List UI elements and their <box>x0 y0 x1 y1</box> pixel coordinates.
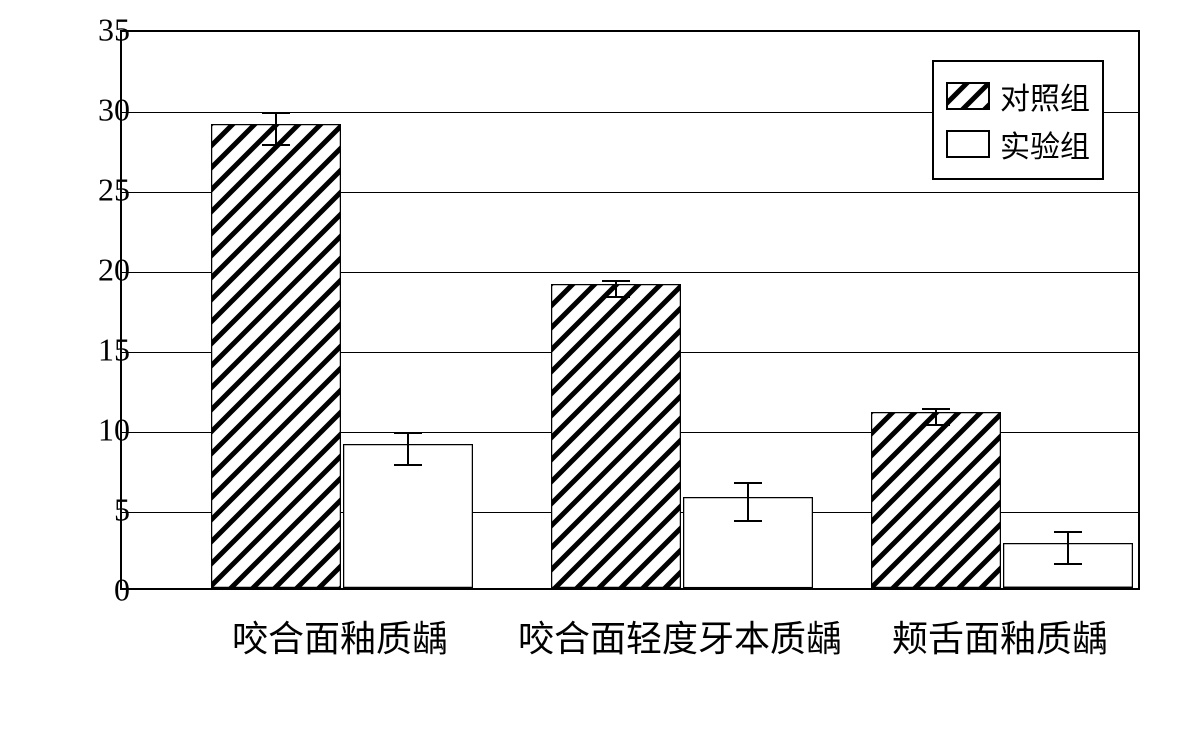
error-cap <box>1054 531 1082 533</box>
y-tick-label: 15 <box>80 332 130 369</box>
legend-swatch-white <box>946 130 990 158</box>
bar-control <box>551 284 681 588</box>
y-tick-label: 5 <box>80 492 130 529</box>
error-cap <box>734 520 762 522</box>
y-tick-label: 30 <box>80 92 130 129</box>
y-tick-label: 0 <box>80 572 130 609</box>
x-category-label: 咬合面釉质龋 <box>232 610 448 662</box>
error-cap <box>922 424 950 426</box>
bar-control <box>871 412 1001 588</box>
error-cap <box>602 280 630 282</box>
error-cap <box>734 482 762 484</box>
y-tick-label: 20 <box>80 252 130 289</box>
y-tick-label: 35 <box>80 12 130 49</box>
bar-control <box>211 124 341 588</box>
legend-swatch-hatched <box>946 82 990 110</box>
error-cap <box>394 432 422 434</box>
error-cap <box>922 408 950 410</box>
legend-item: 实验组 <box>946 122 1090 166</box>
chart-container: 对照组实验组 05101520253035 咬合面釉质龋咬合面轻度牙本质龋颊舌面… <box>60 20 1160 640</box>
error-cap <box>394 464 422 466</box>
error-cap <box>262 112 290 114</box>
error-cap <box>262 144 290 146</box>
error-bar <box>1067 531 1069 563</box>
error-bar <box>615 280 617 296</box>
error-bar <box>275 112 277 144</box>
plot-area: 对照组实验组 <box>120 30 1140 590</box>
error-cap <box>1054 563 1082 565</box>
y-tick-label: 10 <box>80 412 130 449</box>
error-bar <box>407 432 409 464</box>
y-tick-label: 25 <box>80 172 130 209</box>
legend: 对照组实验组 <box>932 60 1104 180</box>
legend-label: 实验组 <box>1000 122 1090 166</box>
error-cap <box>602 296 630 298</box>
error-bar <box>747 482 749 520</box>
error-bar <box>935 408 937 424</box>
x-category-label: 咬合面轻度牙本质龋 <box>518 610 842 662</box>
legend-label: 对照组 <box>1000 74 1090 118</box>
legend-item: 对照组 <box>946 74 1090 118</box>
x-category-label: 颊舌面釉质龋 <box>892 610 1108 662</box>
